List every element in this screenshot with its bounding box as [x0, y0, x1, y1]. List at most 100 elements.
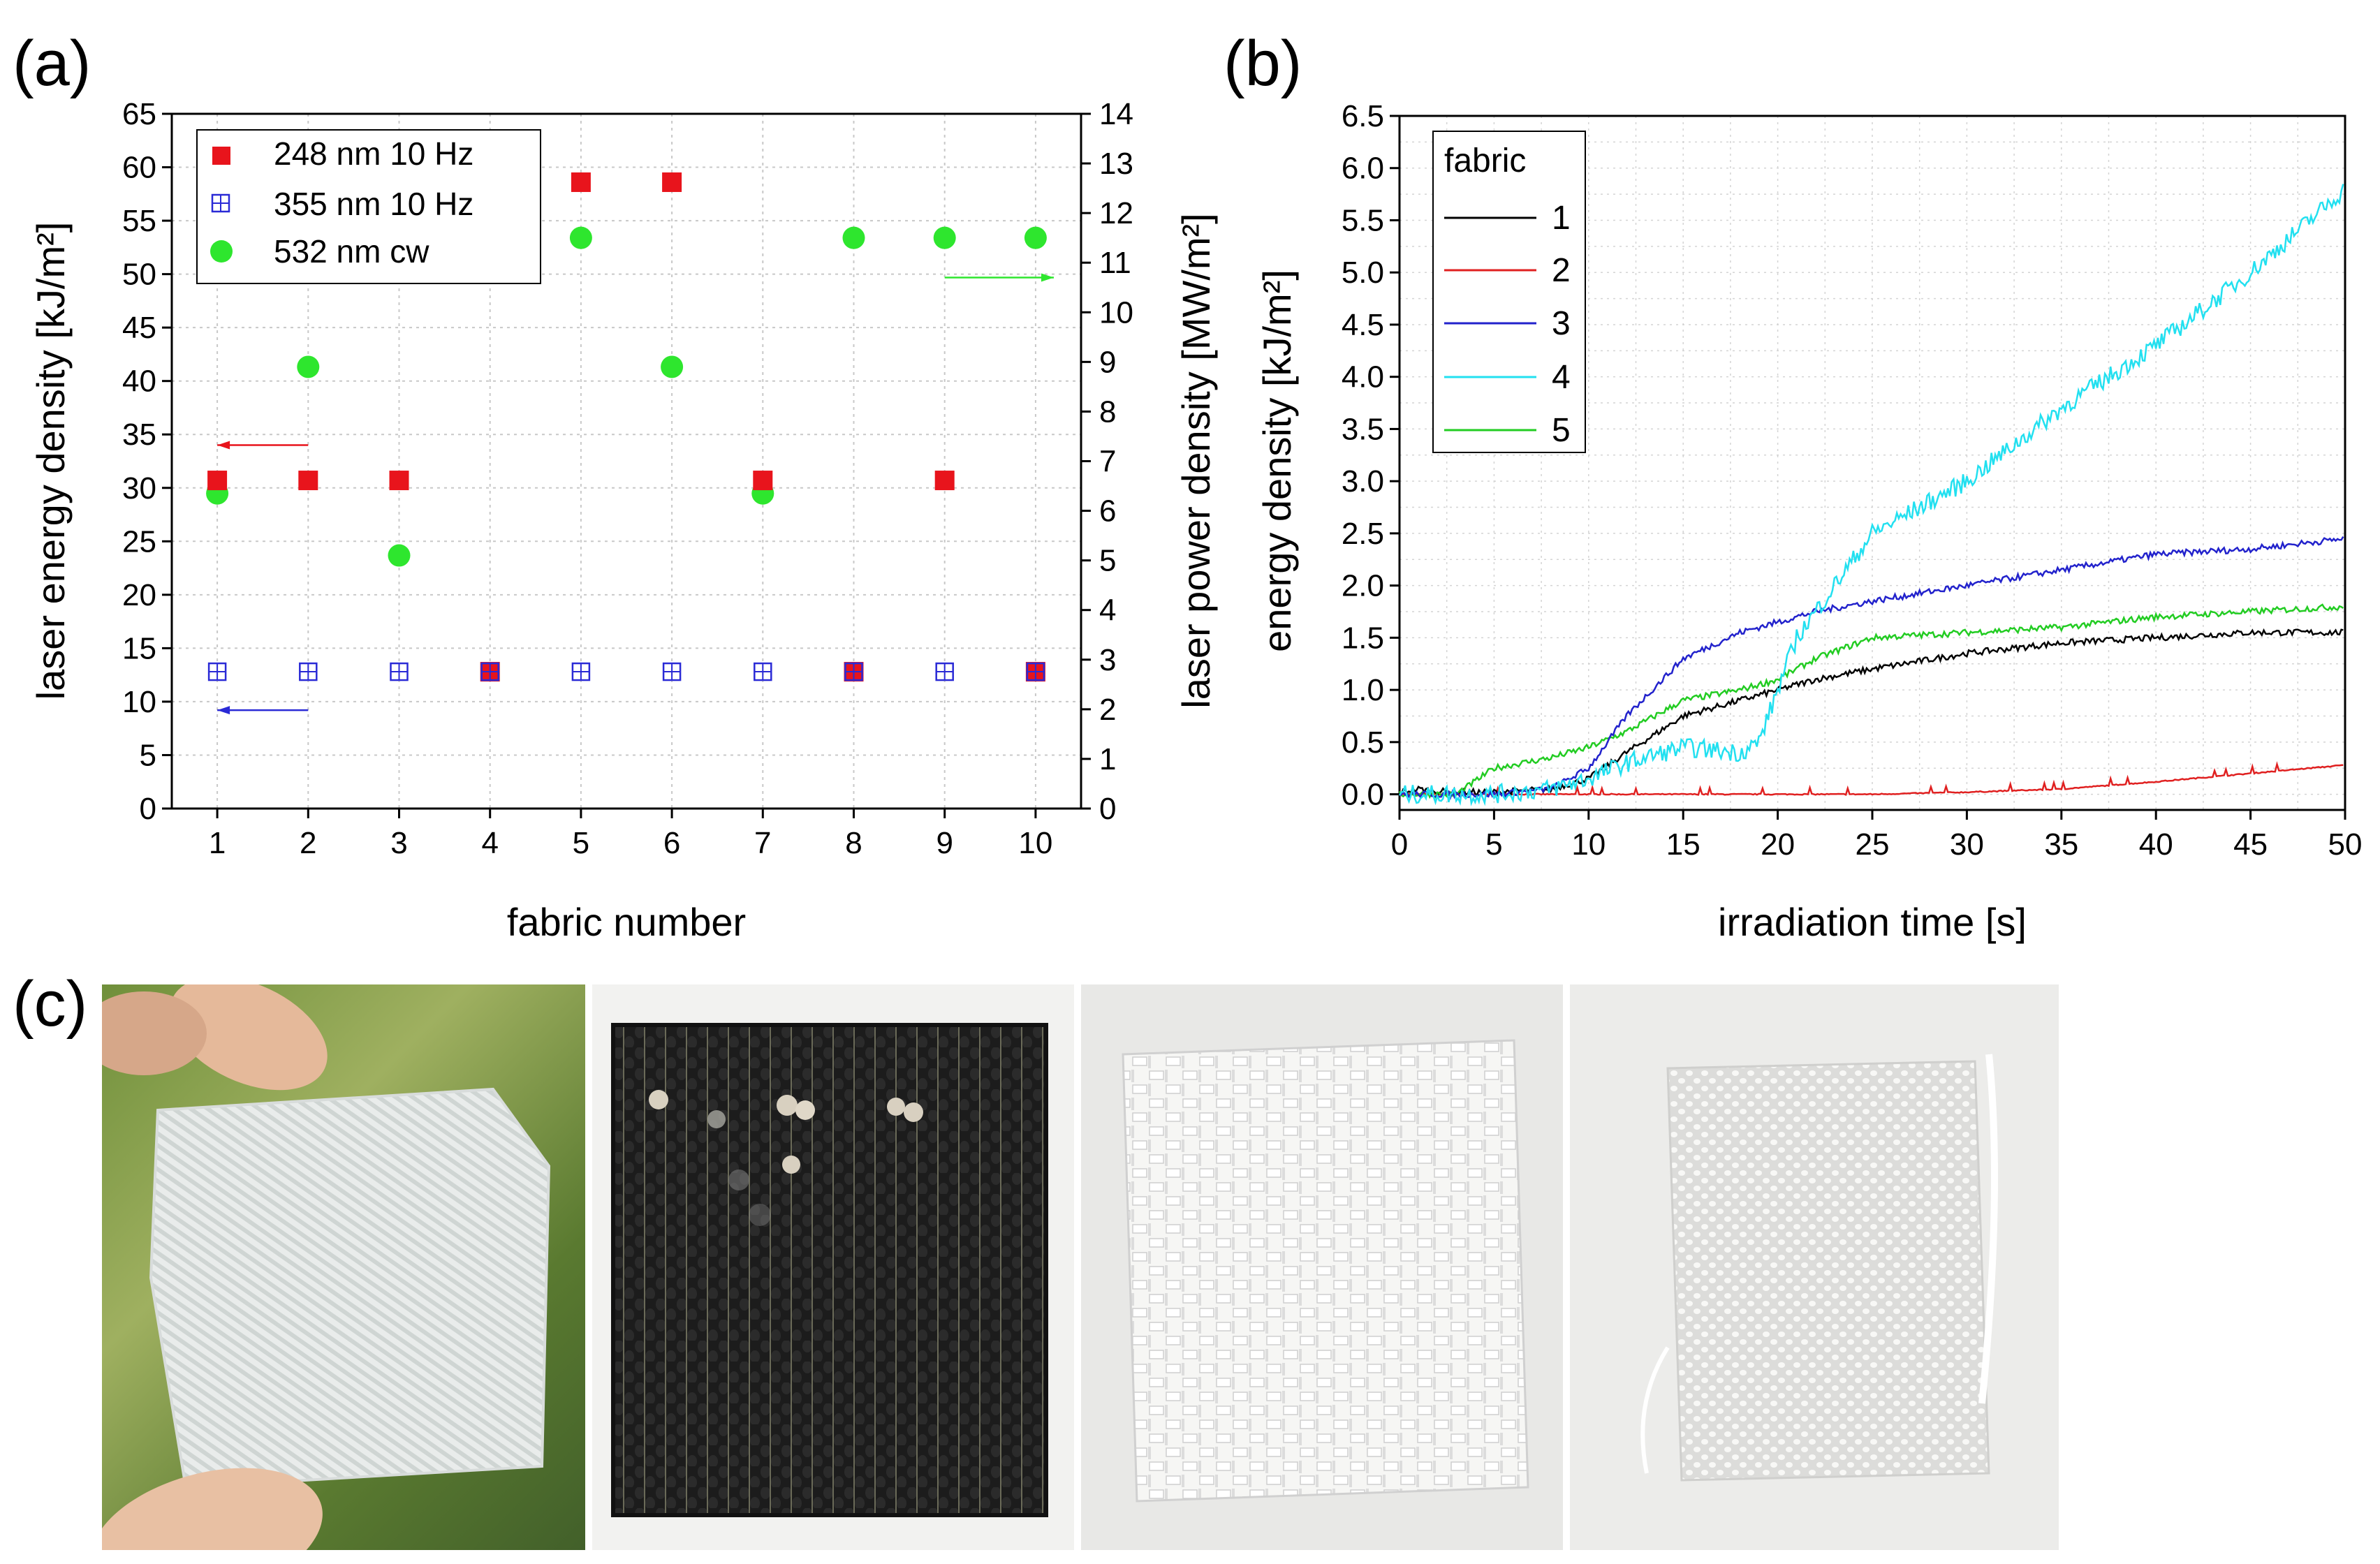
arrow-a-2-head: [1041, 273, 1054, 282]
y-tick-label-a-left: 5: [140, 738, 156, 772]
legend-a-label-532: 532 nm cw: [274, 233, 429, 270]
marker-355-6: [662, 662, 682, 681]
y-tick-label-a-right: 7: [1099, 445, 1116, 479]
legend-a-label-248: 248 nm 10 Hz: [274, 135, 473, 172]
y-tick-label-a-left: 15: [122, 631, 156, 665]
photo-1: [102, 984, 585, 1550]
legend-b-label-2: 2: [1552, 252, 1571, 289]
marker-355-3: [390, 662, 409, 681]
y-tick-label-b: 3.0: [1342, 464, 1384, 499]
marker-532-8: [842, 226, 865, 249]
marker-532-2: [297, 355, 320, 378]
x-tick-label-b: 0: [1391, 827, 1408, 862]
legend-a-marker-355: [211, 193, 230, 213]
legend-a-marker-248: [212, 147, 230, 165]
legend-b-title: fabric: [1444, 142, 1526, 179]
y-tick-label-a-left: 0: [140, 792, 156, 826]
x-axis-label-a: fabric number: [507, 900, 746, 944]
marker-248-3: [389, 471, 409, 491]
arrows-a: [217, 273, 1054, 715]
marker-248-9: [934, 471, 955, 491]
y-tick-label-a-left: 30: [122, 471, 156, 506]
y-tick-label-b: 3.5: [1342, 412, 1384, 446]
photo-2-drawing: [611, 1023, 1048, 1517]
legend-b-box: [1432, 131, 1586, 453]
x-tick-label-a: 7: [754, 826, 771, 860]
y-tick-label-a-left: 55: [122, 204, 156, 238]
marker-355-4: [480, 662, 499, 681]
y-tick-label-a-left: 25: [122, 524, 156, 559]
y-tick-label-a-right: 1: [1099, 742, 1116, 776]
legend-b-label-1: 1: [1552, 200, 1571, 237]
y-tick-label-a-right: 0: [1099, 792, 1116, 826]
y-axis-label-a-left: laser energy density [kJ/m²]: [29, 222, 73, 700]
marker-532-5: [569, 226, 592, 249]
x-tick-label-b: 45: [2233, 827, 2268, 862]
y-tick-label-b: 6.0: [1342, 152, 1384, 186]
marker-248-2: [298, 471, 318, 491]
ticks-a: 1 2 3 4 5 6 7 8 9 1005101520253035404550556065012…: [122, 97, 1133, 860]
lines-b: [1398, 184, 2344, 806]
photo-3-drawing: [1122, 1039, 1529, 1503]
photo-4-drawing: [1640, 1054, 1998, 1482]
y-tick-label-a-left: 60: [122, 151, 156, 185]
legend-b-label-5: 5: [1552, 412, 1571, 449]
y-tick-label-b: 5.5: [1342, 203, 1384, 237]
legend-b-label-4: 4: [1552, 359, 1571, 396]
legend-b-label-3: 3: [1552, 305, 1571, 342]
legend-a: 248 nm 10 Hz 355 nm 10 Hz 532 nm cw: [196, 129, 541, 284]
photo-4: [1570, 984, 2059, 1550]
y-tick-label-a-right: 4: [1099, 593, 1116, 628]
y-tick-label-a-left: 40: [122, 364, 156, 399]
arrow-a-1-head: [217, 706, 230, 715]
y-axis-label-b: energy density [kJ/m²]: [1255, 270, 1299, 652]
x-tick-label-b: 40: [2139, 827, 2173, 862]
y-tick-label-a-left: 10: [122, 685, 156, 719]
ticks-b: 0 5 10 15 20 25 30 35 40 45 500.00.51.01.52.02.53.…: [1342, 99, 2363, 862]
legend-b: fabric 1 2 3 4 5: [1432, 131, 1586, 453]
y-tick-label-a-right: 12: [1099, 196, 1133, 230]
marker-532-9: [933, 226, 956, 249]
series-line-5: [1398, 603, 2344, 799]
x-tick-label-a: 3: [390, 826, 407, 860]
legend-a-marker-532: [210, 240, 233, 263]
x-tick-label-a: 1: [209, 826, 226, 860]
y-tick-label-a-right: 2: [1099, 693, 1116, 727]
legend-a-box: [196, 129, 541, 284]
x-tick-label-b: 25: [1856, 827, 1890, 862]
marker-355-9: [935, 662, 954, 681]
marker-355-2: [299, 662, 318, 681]
y-tick-label-a-right: 6: [1099, 494, 1116, 529]
y-tick-label-a-right: 5: [1099, 544, 1116, 578]
x-tick-label-b: 5: [1485, 827, 1502, 862]
panel-label-a: (a): [13, 28, 91, 99]
y-tick-label-b: 5.0: [1342, 256, 1384, 290]
x-tick-label-b: 30: [1950, 827, 1984, 862]
y-tick-label-a-right: 9: [1099, 345, 1116, 379]
marker-248-6: [662, 172, 682, 192]
x-tick-label-a: 10: [1018, 826, 1052, 860]
y-axis-label-a-right: laser power density [MW/m²]: [1174, 213, 1218, 709]
marker-355-5: [571, 662, 591, 681]
x-tick-label-a: 5: [573, 826, 589, 860]
x-tick-label-b: 20: [1761, 827, 1795, 862]
y-tick-label-a-right: 3: [1099, 643, 1116, 677]
marker-248-5: [571, 172, 591, 192]
marks-a: [206, 172, 1047, 682]
y-tick-label-a-right: 8: [1099, 394, 1116, 429]
y-tick-label-a-right: 11: [1099, 246, 1131, 280]
x-tick-label-b: 15: [1666, 827, 1700, 862]
y-tick-label-a-right: 13: [1099, 147, 1133, 181]
marker-248-1: [207, 471, 228, 491]
x-tick-label-a: 9: [936, 826, 953, 860]
marker-248-7: [753, 471, 773, 491]
x-tick-label-a: 6: [663, 826, 680, 860]
x-tick-label-b: 50: [2328, 827, 2363, 862]
marker-532-10: [1024, 226, 1047, 249]
y-tick-label-b: 1.0: [1342, 673, 1384, 707]
y-tick-label-a-left: 65: [122, 97, 156, 131]
y-tick-label-b: 4.5: [1342, 308, 1384, 342]
chart-b: 0 5 10 15 20 25 30 35 40 45 500.00.51.01.52.02.53.…: [1255, 99, 2362, 944]
y-tick-label-b: 2.5: [1342, 517, 1384, 551]
photo-1-drawing: [102, 984, 551, 1550]
